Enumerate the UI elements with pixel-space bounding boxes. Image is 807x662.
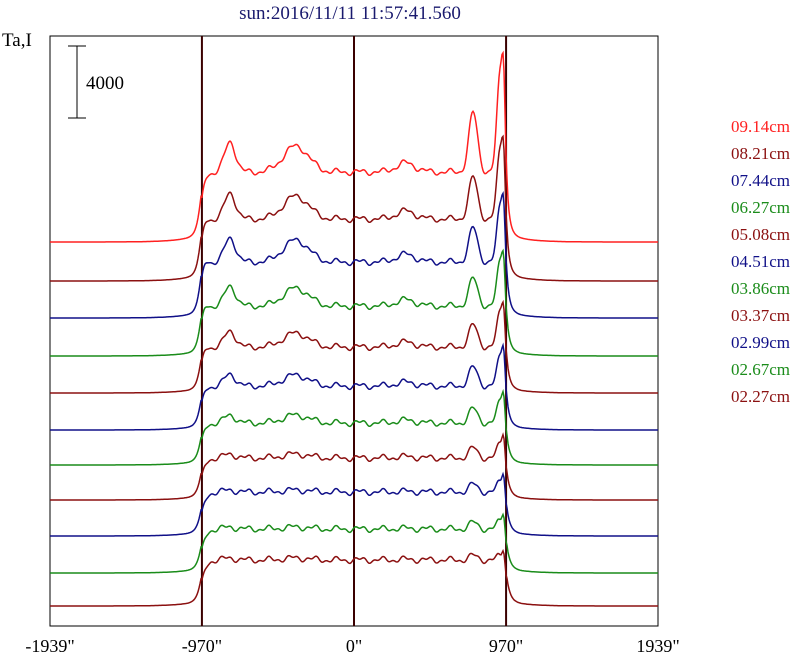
series-03.86cm <box>50 388 658 466</box>
series-09.14cm <box>50 50 658 243</box>
series-02.67cm <box>50 512 658 574</box>
scale-bar: 4000 <box>68 45 124 119</box>
series-07.44cm <box>50 191 658 319</box>
series-line-03.37cm <box>50 432 658 501</box>
legend-entry-4: 05.08cm <box>731 225 791 244</box>
legend-entry-7: 03.37cm <box>731 306 791 325</box>
series-03.37cm <box>50 432 658 501</box>
series-line-02.67cm <box>50 512 658 574</box>
legend-entry-1: 08.21cm <box>731 144 791 163</box>
legend-entry-2: 07.44cm <box>731 171 791 190</box>
legend-entry-3: 06.27cm <box>731 198 791 217</box>
series-line-02.27cm <box>50 548 658 607</box>
series-08.21cm <box>50 134 658 282</box>
legend-entry-5: 04.51cm <box>731 252 791 271</box>
x-tick-label-1: -970" <box>181 636 223 656</box>
series-line-05.08cm <box>50 299 658 394</box>
x-tick-label-4: 1939" <box>636 636 680 656</box>
series-line-08.21cm <box>50 134 658 282</box>
x-tick-label-3: 970" <box>488 636 524 656</box>
series-line-06.27cm <box>50 248 658 357</box>
legend-entry-10: 02.27cm <box>731 387 791 406</box>
series-line-09.14cm <box>50 50 658 243</box>
series-line-04.51cm <box>50 342 658 431</box>
legend-entry-6: 03.86cm <box>731 279 791 298</box>
y-axis-label: Ta,I <box>2 30 32 51</box>
x-tick-label-0: -1939" <box>25 636 75 656</box>
chart-title: sun:2016/11/11 11:57:41.560 <box>239 3 461 24</box>
legend-entry-9: 02.67cm <box>731 360 791 379</box>
legend-entry-8: 02.99cm <box>731 333 791 352</box>
x-tick-label-2: 0" <box>345 636 363 656</box>
series-06.27cm <box>50 248 658 357</box>
series-line-07.44cm <box>50 191 658 319</box>
series-02.27cm <box>50 548 658 607</box>
series-line-02.99cm <box>50 471 658 537</box>
series-02.99cm <box>50 471 658 537</box>
legend-entry-0: 09.14cm <box>731 117 791 136</box>
series-05.08cm <box>50 299 658 394</box>
series-04.51cm <box>50 342 658 431</box>
scale-bar-label: 4000 <box>86 73 124 94</box>
series-line-03.86cm <box>50 388 658 466</box>
